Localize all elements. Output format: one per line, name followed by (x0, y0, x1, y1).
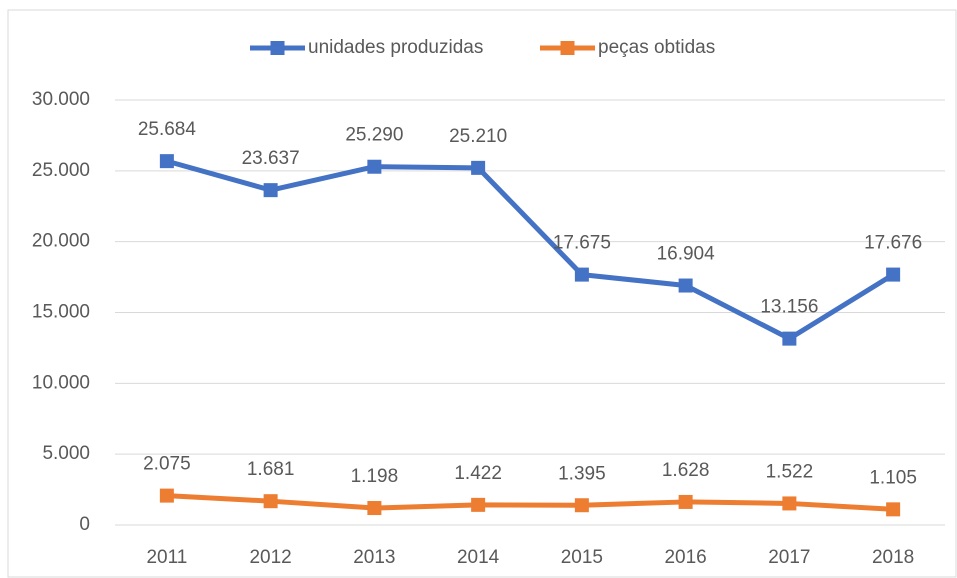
data-label: 25.210 (449, 126, 507, 147)
data-label: 25.290 (345, 125, 403, 146)
y-tick-label: 30.000 (32, 89, 90, 110)
data-label: 25.684 (138, 119, 197, 140)
x-tick-label: 2013 (353, 547, 395, 568)
series-line (166, 158, 895, 342)
marker (574, 267, 589, 282)
marker (367, 501, 382, 516)
y-tick-label: 5.000 (42, 443, 90, 464)
x-tick-label: 2018 (872, 547, 914, 568)
marker (574, 498, 589, 513)
data-label: 16.904 (657, 244, 716, 265)
data-label: 13.156 (760, 297, 818, 318)
marker (159, 154, 174, 169)
x-tick-label: 2016 (664, 547, 706, 568)
data-label: 1.422 (454, 463, 502, 484)
marker (678, 494, 693, 509)
marker (367, 159, 382, 174)
data-label: 1.628 (662, 460, 710, 481)
marker (263, 494, 278, 509)
marker (886, 267, 901, 282)
y-tick-label: 15.000 (32, 302, 90, 323)
data-label: 17.676 (864, 233, 922, 254)
marker (263, 183, 278, 198)
chart-frame (7, 9, 957, 578)
marker (159, 488, 174, 503)
legend-marker (560, 41, 575, 55)
data-label: 1.681 (247, 459, 295, 480)
legend-label: unidades produzidas (308, 37, 483, 58)
marker (471, 160, 486, 175)
y-tick-label: 0 (79, 514, 90, 535)
legend-marker (270, 41, 285, 55)
marker (678, 278, 693, 293)
marker (886, 502, 901, 517)
marker (471, 497, 486, 512)
y-tick-label: 20.000 (32, 231, 90, 252)
data-label: 1.522 (766, 461, 814, 482)
y-tick-label: 10.000 (32, 372, 90, 393)
data-label: 2.075 (143, 454, 191, 475)
x-tick-label: 2012 (249, 547, 291, 568)
x-tick-label: 2014 (457, 547, 500, 568)
series-line (166, 493, 894, 512)
x-tick-label: 2015 (561, 547, 603, 568)
marker (782, 331, 797, 346)
data-label: 17.675 (553, 233, 611, 254)
data-label: 1.105 (869, 467, 917, 488)
data-label: 23.637 (242, 148, 300, 169)
legend-label: peças obtidas (598, 37, 715, 58)
x-tick-label: 2017 (768, 547, 810, 568)
data-label: 1.198 (351, 466, 399, 487)
data-label: 1.395 (558, 463, 606, 484)
y-tick-label: 25.000 (32, 160, 90, 181)
marker (782, 496, 797, 511)
x-tick-label: 2011 (146, 547, 187, 568)
